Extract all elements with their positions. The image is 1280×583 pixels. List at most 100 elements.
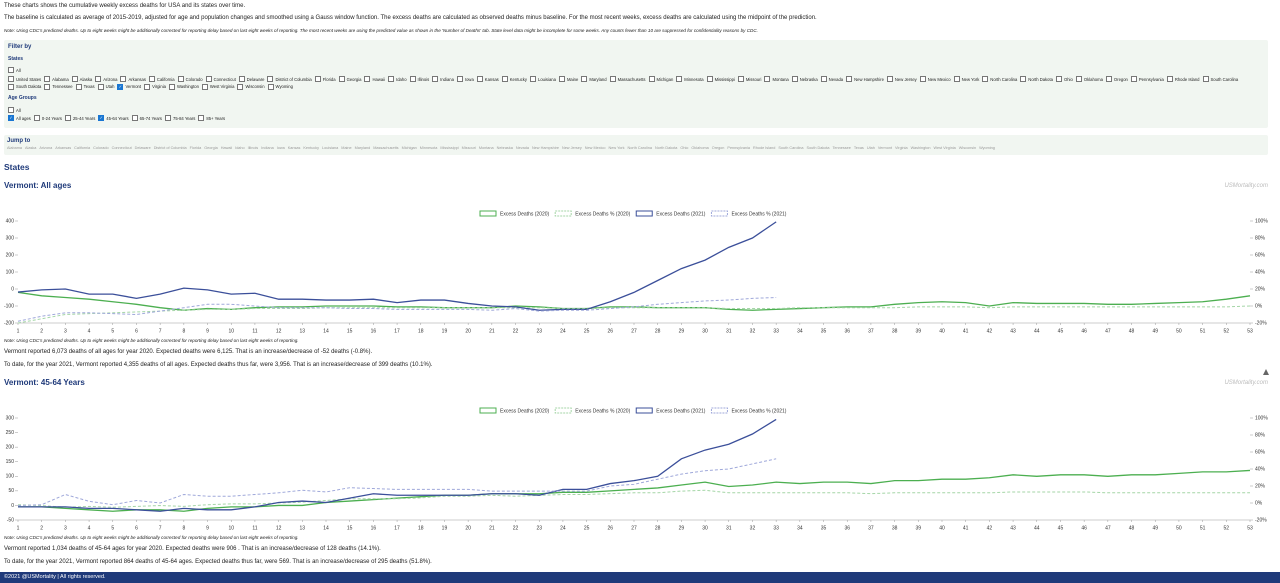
jump-link[interactable]: West Virginia (933, 146, 956, 150)
checkbox[interactable]: ✓ (117, 83, 124, 90)
checkbox[interactable] (33, 115, 40, 121)
checkbox[interactable]: ✓ (98, 115, 105, 121)
checkbox-item[interactable]: Utah (97, 83, 114, 90)
checkbox-item[interactable]: Georgia (338, 76, 361, 82)
checkbox[interactable] (820, 76, 827, 82)
jump-link[interactable]: Texas (853, 146, 864, 150)
checkbox[interactable] (314, 76, 321, 82)
jump-link[interactable]: Minnesota (419, 146, 438, 150)
checkbox[interactable] (1202, 76, 1209, 82)
checkbox[interactable] (8, 67, 14, 73)
checkbox[interactable] (432, 76, 439, 82)
checkbox[interactable] (75, 83, 82, 90)
checkbox[interactable] (44, 83, 51, 90)
checkbox-item[interactable]: Alaska (71, 76, 92, 82)
checkbox[interactable] (791, 76, 798, 82)
checkbox[interactable] (609, 76, 616, 82)
checkbox[interactable] (8, 83, 14, 90)
jump-link[interactable]: South Dakota (806, 146, 830, 150)
jump-link[interactable]: Iowa (276, 146, 285, 150)
checkbox-item[interactable]: Colorado (177, 76, 203, 82)
checkbox[interactable] (237, 83, 244, 90)
checkbox-item[interactable]: Kansas (476, 76, 499, 82)
jump-link[interactable]: Utah (866, 146, 875, 150)
checkbox-item[interactable]: All (8, 67, 21, 73)
jump-link[interactable]: Massachusetts (373, 146, 399, 150)
checkbox-item[interactable]: Kentucky (501, 76, 527, 82)
checkbox[interactable] (198, 115, 205, 121)
checkbox[interactable] (165, 115, 172, 121)
checkbox[interactable] (177, 76, 184, 82)
checkbox[interactable] (201, 83, 208, 90)
checkbox-item[interactable]: Connecticut (205, 76, 236, 82)
checkbox-item[interactable]: Delaware (238, 76, 264, 82)
checkbox-item[interactable]: ✓ Vermont (117, 83, 141, 90)
checkbox[interactable] (1130, 76, 1137, 82)
checkbox-item[interactable]: ✓ 45-64 Years (98, 115, 129, 121)
jump-link[interactable]: Nebraska (496, 146, 513, 150)
checkbox-item[interactable]: New Jersey (886, 76, 917, 82)
checkbox[interactable] (71, 76, 78, 82)
jump-link[interactable]: Idaho (235, 146, 245, 150)
checkbox-item[interactable]: 65-74 Years (131, 115, 162, 121)
checkbox[interactable] (456, 76, 463, 82)
checkbox[interactable] (364, 76, 371, 82)
checkbox-item[interactable]: Washington (168, 83, 199, 90)
checkbox[interactable] (267, 83, 274, 90)
checkbox-item[interactable]: Texas (75, 83, 95, 90)
checkbox-item[interactable]: South Dakota (8, 83, 41, 90)
jump-link[interactable]: Maine (341, 146, 352, 150)
scroll-top-icon[interactable] (1262, 368, 1270, 376)
jump-link[interactable]: Connecticut (111, 146, 132, 150)
checkbox[interactable] (648, 76, 655, 82)
checkbox-item[interactable]: Mississippi (706, 76, 735, 82)
jump-link[interactable]: New York (608, 146, 625, 150)
checkbox[interactable] (8, 107, 14, 113)
checkbox-item[interactable]: Indiana (432, 76, 454, 82)
checkbox[interactable] (706, 76, 713, 82)
jump-link[interactable]: New Hampshire (531, 146, 559, 150)
checkbox-item[interactable]: Ohio (1055, 76, 1073, 82)
checkbox-item[interactable]: Nebraska (791, 76, 818, 82)
checkbox[interactable] (97, 83, 104, 90)
checkbox-item[interactable]: Minnesota (676, 76, 704, 82)
checkbox-item[interactable]: North Dakota (1020, 76, 1053, 82)
checkbox-item[interactable]: Missouri (737, 76, 761, 82)
checkbox[interactable] (530, 76, 536, 82)
checkbox[interactable] (1105, 76, 1112, 82)
checkbox-item[interactable]: Oregon (1105, 76, 1128, 82)
jump-link[interactable]: Virginia (895, 146, 908, 150)
checkbox[interactable]: ✓ (8, 115, 14, 121)
jump-link[interactable]: Arizona (39, 146, 53, 150)
jump-link[interactable]: Nevada (515, 146, 529, 150)
checkbox[interactable] (982, 76, 989, 82)
checkbox-item[interactable]: United States (8, 76, 41, 82)
checkbox-item[interactable]: Hawaii (364, 76, 385, 82)
checkbox[interactable] (338, 76, 345, 82)
checkbox[interactable] (1020, 76, 1027, 82)
checkbox-item[interactable]: Pennsylvania (1130, 76, 1164, 82)
jump-link[interactable]: Maryland (354, 146, 371, 150)
checkbox-item[interactable]: Maine (558, 76, 578, 82)
checkbox-item[interactable]: California (148, 76, 175, 82)
checkbox[interactable] (267, 76, 274, 82)
checkbox[interactable] (501, 76, 508, 82)
jump-link[interactable]: Oklahoma (691, 146, 709, 150)
jump-link[interactable]: Mississippi (440, 146, 459, 150)
checkbox-item[interactable]: 85+ Years (198, 115, 225, 121)
checkbox[interactable] (409, 76, 416, 82)
jump-link[interactable]: Oregon (711, 146, 725, 150)
jump-link[interactable]: Vermont (877, 146, 892, 150)
checkbox-item[interactable]: Idaho (388, 76, 407, 82)
jump-link[interactable]: Kentucky (303, 146, 320, 150)
checkbox[interactable] (1075, 76, 1082, 82)
jump-link[interactable]: Kansas (287, 146, 301, 150)
jump-link[interactable]: Montana (478, 146, 494, 150)
checkbox[interactable] (148, 76, 155, 82)
jump-link[interactable]: New Jersey (561, 146, 582, 150)
checkbox[interactable] (205, 76, 212, 82)
checkbox-item[interactable]: Wyoming (267, 83, 293, 90)
jump-link[interactable]: Michigan (401, 146, 417, 150)
jump-link[interactable]: Rhode Island (753, 146, 776, 150)
jump-link[interactable]: District of Columbia (153, 146, 187, 150)
